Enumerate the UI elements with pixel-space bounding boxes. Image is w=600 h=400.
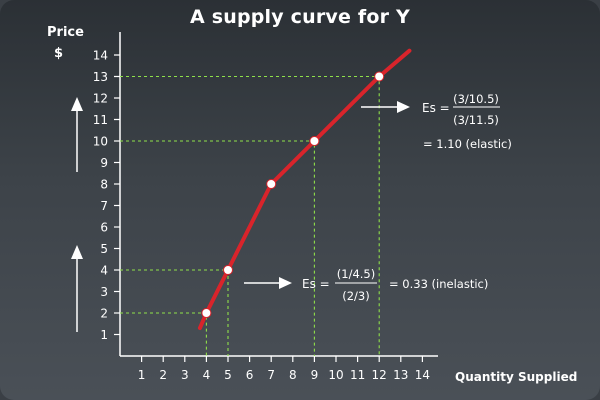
y-tick-label: 11: [93, 113, 108, 127]
y-axis-label: Price: [47, 25, 84, 40]
data-point: [223, 265, 233, 275]
x-tick-label: 5: [224, 368, 232, 382]
x-tick-label: 4: [203, 368, 211, 382]
upper-denominator: (3/11.5): [453, 113, 499, 127]
x-tick-label: 14: [415, 368, 430, 382]
y-tick-label: 1: [100, 328, 108, 342]
data-point: [266, 179, 277, 189]
data-point: [374, 71, 385, 82]
x-tick-label: 2: [159, 368, 167, 382]
y-tick-label: 4: [100, 264, 108, 278]
y-tick-label: 14: [93, 49, 108, 63]
upper-arrow-icon: [361, 101, 410, 113]
y-tick-label: 2: [100, 307, 108, 321]
up-arrow-icon: [71, 245, 83, 332]
data-point: [201, 308, 212, 318]
upper-es-label: Es =: [422, 101, 450, 115]
x-tick-label: 10: [328, 368, 343, 382]
x-tick-label: 13: [393, 368, 408, 382]
x-tick-label: 6: [246, 368, 254, 382]
chart-title: A supply curve for Y: [190, 6, 410, 28]
upper-result: = 1.10 (elastic): [423, 137, 512, 151]
lower-numerator: (1/4.5): [337, 267, 375, 281]
lower-result: = 0.33 (inelastic): [389, 277, 488, 291]
y-tick-label: 8: [100, 178, 108, 192]
data-point: [309, 136, 320, 146]
upper-numerator: (3/10.5): [453, 92, 499, 106]
up-arrow-icon: [71, 97, 83, 172]
x-tick-label: 11: [350, 368, 365, 382]
y-axis-unit: $: [54, 46, 63, 61]
x-tick-label: 9: [311, 368, 319, 382]
y-tick-label: 7: [100, 199, 108, 213]
x-tick-label: 8: [289, 368, 297, 382]
y-tick-label: 13: [93, 70, 108, 84]
guide-line: [120, 312, 207, 356]
y-tick-label: 10: [93, 135, 108, 149]
x-tick-label: 1: [138, 368, 146, 382]
lower-arrow-icon: [244, 277, 292, 289]
y-tick-label: 12: [93, 92, 108, 106]
y-tick-label: 6: [100, 221, 108, 235]
lower-denominator: (2/3): [342, 289, 369, 303]
x-tick-label: 3: [181, 368, 189, 382]
y-tick-label: 9: [100, 156, 108, 170]
guide-line: [120, 140, 315, 356]
x-tick-label: 12: [372, 368, 387, 382]
y-tick-label: 5: [100, 242, 108, 256]
guide-line: [120, 75, 380, 356]
x-axis-label: Quantity Supplied: [455, 370, 577, 384]
lower-es-label: Es =: [302, 277, 330, 291]
x-tick-label: 7: [267, 368, 275, 382]
y-tick-label: 3: [100, 285, 108, 299]
